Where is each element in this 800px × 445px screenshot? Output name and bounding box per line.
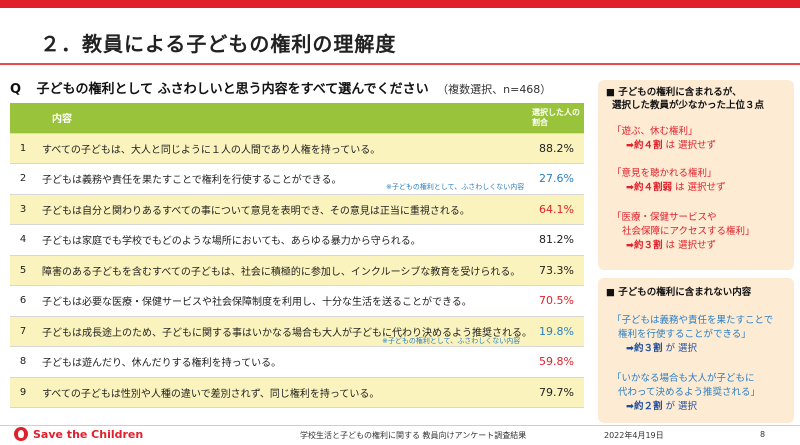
row-content-text: 子どもは義務や責任を果たすことで権利を行使することができる。 <box>42 175 342 187</box>
top-accent-bar <box>0 0 800 8</box>
box2-item2-quote-2: 代わって決めるよう推奨される」 <box>618 387 761 398</box>
row-number: 4 <box>10 224 36 256</box>
row-number: 2 <box>10 163 36 195</box>
row-rate: 59.8% <box>528 346 584 378</box>
row-note: ※子どもの権利として、ふさわしくない内容 <box>386 182 525 191</box>
insight-box-not-included: ■ 子どもの権利に含まれない内容 「子どもは義務や責任を果たすことで 権利を行使… <box>598 278 794 423</box>
row-content: 子どもは家庭でも学校でもどのような場所においても、あらゆる暴力から守られる。 <box>36 224 528 256</box>
box1-item3-rest: は 選択せず <box>665 240 717 251</box>
box1-item2-arrow: ➡約４割弱 <box>626 182 672 193</box>
row-number: 7 <box>10 316 36 347</box>
row-content: すべての子どもは、大人と同じように１人の人間であり人権を持っている。 <box>36 133 528 164</box>
box1-item1-rest: は 選択せず <box>665 140 717 151</box>
row-content-text: すべての子どもは、大人と同じように１人の人間であり人権を持っている。 <box>42 144 381 156</box>
row-content-text: 障害のある子どもを含むすべての子どもは、社会に積極的に参加し、インクルーシブな教… <box>42 266 521 278</box>
row-content-text: 子どもは家庭でも学校でもどのような場所においても、あらゆる暴力から守られる。 <box>42 236 421 248</box>
page-title: ２．教員による子どもの権利の理解度 <box>40 32 397 56</box>
box1-item2-quote: 「意見を聴かれる権利」 <box>612 168 717 179</box>
row-content-text: 子どもは成長途上のため、子どもに関する事はいかなる場合も大人が子どもに代わり決め… <box>42 327 532 339</box>
footer-date: 2022年4月19日 <box>604 431 664 440</box>
table-row: 9 すべての子どもは性別や人種の違いで差別されず、同じ権利を持っている。 79.7% <box>10 377 584 408</box>
box2-item2-arrow: ➡約２割 <box>626 401 663 412</box>
row-content: 障害のある子どもを含むすべての子どもは、社会に積極的に参加し、インクルーシブな教… <box>36 255 528 286</box>
row-rate: 70.5% <box>528 285 584 317</box>
box1-item1-result: ➡約４割 は 選択せず <box>626 139 716 152</box>
logo-text: Save the Children <box>33 427 144 441</box>
box2-item1-rest: が 選択 <box>665 343 698 354</box>
table-row: 7 子どもは成長途上のため、子どもに関する事はいかなる場合も大人が子どもに代わり決… <box>10 316 584 347</box>
logo-icon <box>14 427 28 441</box>
row-rate: 27.6% <box>528 163 584 195</box>
table-row: 2 子どもは義務や責任を果たすことで権利を行使することができる。 ※子どもの権利とし… <box>10 163 584 195</box>
box1-item2-rest: は 選択せず <box>675 182 726 193</box>
box1-item2-result: ➡約４割弱 は 選択せず <box>626 181 726 194</box>
header-num <box>10 103 36 134</box>
row-content: 子どもは成長途上のため、子どもに関する事はいかなる場合も大人が子どもに代わり決め… <box>36 316 532 347</box>
box1-item3-quote-1: 「医療・保健サービスや <box>612 212 717 223</box>
row-number: 8 <box>10 346 36 378</box>
row-content: 子どもは自分と関わりあるすべての事について意見を表明でき、その意見は正当に重視さ… <box>36 194 528 225</box>
box1-item1-arrow: ➡約４割 <box>626 140 663 151</box>
table-row: 1 すべての子どもは、大人と同じように１人の人間であり人権を持っている。 88.2% <box>10 133 584 164</box>
box2-item1-result: ➡約３割 が 選択 <box>626 342 697 355</box>
table-row: 4 子どもは家庭でも学校でもどのような場所においても、あらゆる暴力から守られる。 8… <box>10 224 584 256</box>
row-number: 1 <box>10 133 36 164</box>
box2-item2-rest: が 選択 <box>665 401 698 412</box>
question-text: 子どもの権利として ふさわしいと思う内容をすべて選んでください <box>36 82 429 97</box>
row-rate: 64.1% <box>528 194 584 225</box>
row-rate: 19.8% <box>528 316 584 347</box>
box1-item3-arrow: ➡約３割 <box>626 240 663 251</box>
results-table: 内容 選択した人の割合 1 すべての子どもは、大人と同じように１人の人間であり人権… <box>10 103 584 408</box>
box2-item2-quote-1: 「いかなる場合も大人が子どもに <box>612 373 755 384</box>
box1-item3-quote-2: 社会保障にアクセスする権利」 <box>622 226 755 237</box>
row-rate: 81.2% <box>528 224 584 256</box>
box2-item1-quote-1: 「子どもは義務や責任を果たすことで <box>612 315 774 326</box>
row-content: 子どもは必要な医療・保健サービスや社会保障制度を利用し、十分な生活を送ることがで… <box>36 285 528 317</box>
box2-heading: ■ 子どもの権利に含まれない内容 <box>606 287 752 298</box>
box1-heading-2: 選択した教員が少なかった上位３点 <box>612 100 765 111</box>
row-number: 5 <box>10 255 36 286</box>
row-content-text: 子どもは必要な医療・保健サービスや社会保障制度を利用し、十分な生活を送ることがで… <box>42 297 472 309</box>
header-content: 内容 <box>36 103 528 134</box>
box1-item1-quote: 「遊ぶ、休む権利」 <box>612 126 698 137</box>
row-content: 子どもは義務や責任を果たすことで権利を行使することができる。 ※子どもの権利として… <box>36 163 528 195</box>
box2-item1-arrow: ➡約３割 <box>626 343 663 354</box>
table-header: 内容 選択した人の割合 <box>10 103 584 134</box>
table-row: 3 子どもは自分と関わりあるすべての事について意見を表明でき、その意見は正当に重視… <box>10 194 584 225</box>
row-number: 3 <box>10 194 36 225</box>
box1-heading-1: ■ 子どもの権利に含まれるが、 <box>606 87 742 98</box>
footer-divider <box>0 425 800 426</box>
table-row: 6 子どもは必要な医療・保健サービスや社会保障制度を利用し、十分な生活を送ることが… <box>10 285 584 317</box>
insight-box-included: ■ 子どもの権利に含まれるが、 選択した教員が少なかった上位３点 「遊ぶ、休む権… <box>598 80 794 270</box>
row-rate: 79.7% <box>528 377 584 408</box>
box2-item2-result: ➡約２割 が 選択 <box>626 400 697 413</box>
page-number: 8 <box>760 430 766 439</box>
table-row: 5 障害のある子どもを含むすべての子どもは、社会に積極的に参加し、インクルーシブな… <box>10 255 584 286</box>
row-rate: 88.2% <box>528 133 584 164</box>
box2-item1-quote-2: 権利を行使することができる」 <box>618 329 751 340</box>
question-line: Q 子どもの権利として ふさわしいと思う内容をすべて選んでください （複数選択、… <box>10 78 595 97</box>
row-number: 9 <box>10 377 36 408</box>
box1-item3-result: ➡約３割 は 選択せず <box>626 239 716 252</box>
header-rate: 選択した人の割合 <box>528 103 584 134</box>
row-rate: 73.3% <box>528 255 584 286</box>
footer-survey-title: 学校生活と子どもの権利に関する 教員向けアンケート調査結果 <box>300 431 527 440</box>
row-note: ※子どもの権利として、ふさわしくない内容 <box>382 337 521 345</box>
title-divider <box>0 63 800 65</box>
row-content: 子どもは遊んだり、休んだりする権利を持っている。 <box>36 346 528 378</box>
save-the-children-logo: Save the Children <box>14 427 143 441</box>
row-content-text: すべての子どもは性別や人種の違いで差別されず、同じ権利を持っている。 <box>42 388 380 400</box>
question-note: （複数選択、n=468） <box>437 83 552 96</box>
question-marker: Q <box>10 82 22 97</box>
row-content: すべての子どもは性別や人種の違いで差別されず、同じ権利を持っている。 <box>36 377 528 408</box>
row-content-text: 子どもは遊んだり、休んだりする権利を持っている。 <box>42 358 282 370</box>
row-content-text: 子どもは自分と関わりあるすべての事について意見を表明でき、その意見は正当に重視さ… <box>42 205 470 217</box>
row-number: 6 <box>10 285 36 317</box>
table-row: 8 子どもは遊んだり、休んだりする権利を持っている。 59.8% <box>10 346 584 378</box>
